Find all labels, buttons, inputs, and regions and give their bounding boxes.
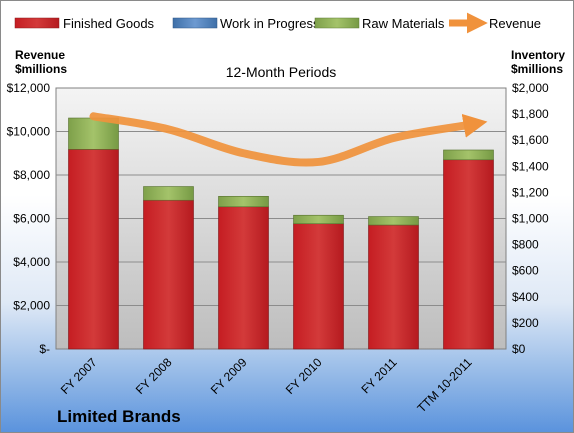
- left-tick-label: $10,000: [7, 125, 51, 139]
- bar-raw-materials: [443, 149, 494, 161]
- right-tick-label: $400: [512, 290, 539, 304]
- bar-raw-materials: [368, 216, 419, 226]
- left-axis: $- $2,000 $4,000 $6,000 $8,000 $10,000 $12,000: [7, 81, 51, 356]
- right-tick-label: $1,200: [512, 185, 549, 199]
- right-tick-label: $800: [512, 238, 539, 252]
- legend-swatch-finished-goods: [14, 17, 60, 29]
- left-tick-label: $4,000: [13, 255, 50, 269]
- x-tick-label: FY 2007: [58, 355, 100, 397]
- legend-label-finished-goods: Finished Goods: [63, 16, 155, 31]
- bar-finished-goods: [443, 159, 494, 350]
- bar-finished-goods: [368, 224, 419, 350]
- bar-raw-materials: [218, 196, 269, 208]
- chart-title: 12-Month Periods: [226, 64, 337, 80]
- legend-swatch-raw-materials: [314, 17, 360, 29]
- legend-label-work-in-progress: Work in Progress: [220, 16, 320, 31]
- right-tick-label: $1,800: [512, 107, 549, 121]
- left-tick-label: $-: [39, 342, 50, 356]
- right-tick-label: $0: [512, 342, 526, 356]
- left-tick-label: $2,000: [13, 299, 50, 313]
- bar-finished-goods: [293, 223, 344, 350]
- legend-item-raw-materials: Raw Materials: [314, 16, 445, 31]
- line-layer: [89, 112, 488, 167]
- left-tick-label: $12,000: [7, 81, 51, 95]
- right-tick-label: $1,400: [512, 159, 549, 173]
- x-tick-label: TTM 10-2011: [414, 355, 474, 415]
- legend-item-work-in-progress: Work in Progress: [172, 16, 320, 31]
- left-axis-title-line2: $millions: [15, 62, 67, 76]
- bar-finished-goods: [68, 149, 119, 350]
- bars-layer: [68, 117, 494, 350]
- x-tick-label: FY 2010: [283, 355, 325, 397]
- right-axis-title-line2: $millions: [511, 62, 563, 76]
- legend-item-revenue: Revenue: [449, 12, 541, 34]
- bar-raw-materials: [293, 214, 344, 225]
- x-tick-label: FY 2009: [208, 355, 250, 397]
- right-tick-label: $2,000: [512, 81, 549, 95]
- left-axis-title-line1: Revenue: [15, 48, 65, 62]
- right-axis-title-line1: Inventory: [511, 48, 565, 62]
- left-tick-label: $6,000: [13, 212, 50, 226]
- right-tick-label: $1,600: [512, 133, 549, 147]
- left-tick-label: $8,000: [13, 168, 50, 182]
- revenue-line: [89, 112, 488, 167]
- legend: Finished Goods Work in Progress Raw Mate…: [14, 12, 541, 34]
- right-tick-label: $600: [512, 264, 539, 278]
- company-name: Limited Brands: [57, 407, 181, 426]
- x-tick-label: FY 2011: [358, 355, 399, 396]
- x-tick-label: FY 2008: [133, 355, 175, 397]
- legend-label-revenue: Revenue: [489, 16, 541, 31]
- legend-item-finished-goods: Finished Goods: [14, 16, 155, 31]
- bar-raw-materials: [143, 186, 194, 201]
- bar-finished-goods: [143, 199, 194, 350]
- legend-label-raw-materials: Raw Materials: [362, 16, 445, 31]
- right-tick-label: $200: [512, 316, 539, 330]
- legend-swatch-work-in-progress: [172, 17, 218, 29]
- right-tick-label: $1,000: [512, 212, 549, 226]
- bar-raw-materials: [68, 117, 119, 150]
- bar-finished-goods: [218, 206, 269, 350]
- right-axis: $0 $200 $400 $600 $800 $1,000 $1,200 $1,400 $1,6…: [512, 81, 549, 356]
